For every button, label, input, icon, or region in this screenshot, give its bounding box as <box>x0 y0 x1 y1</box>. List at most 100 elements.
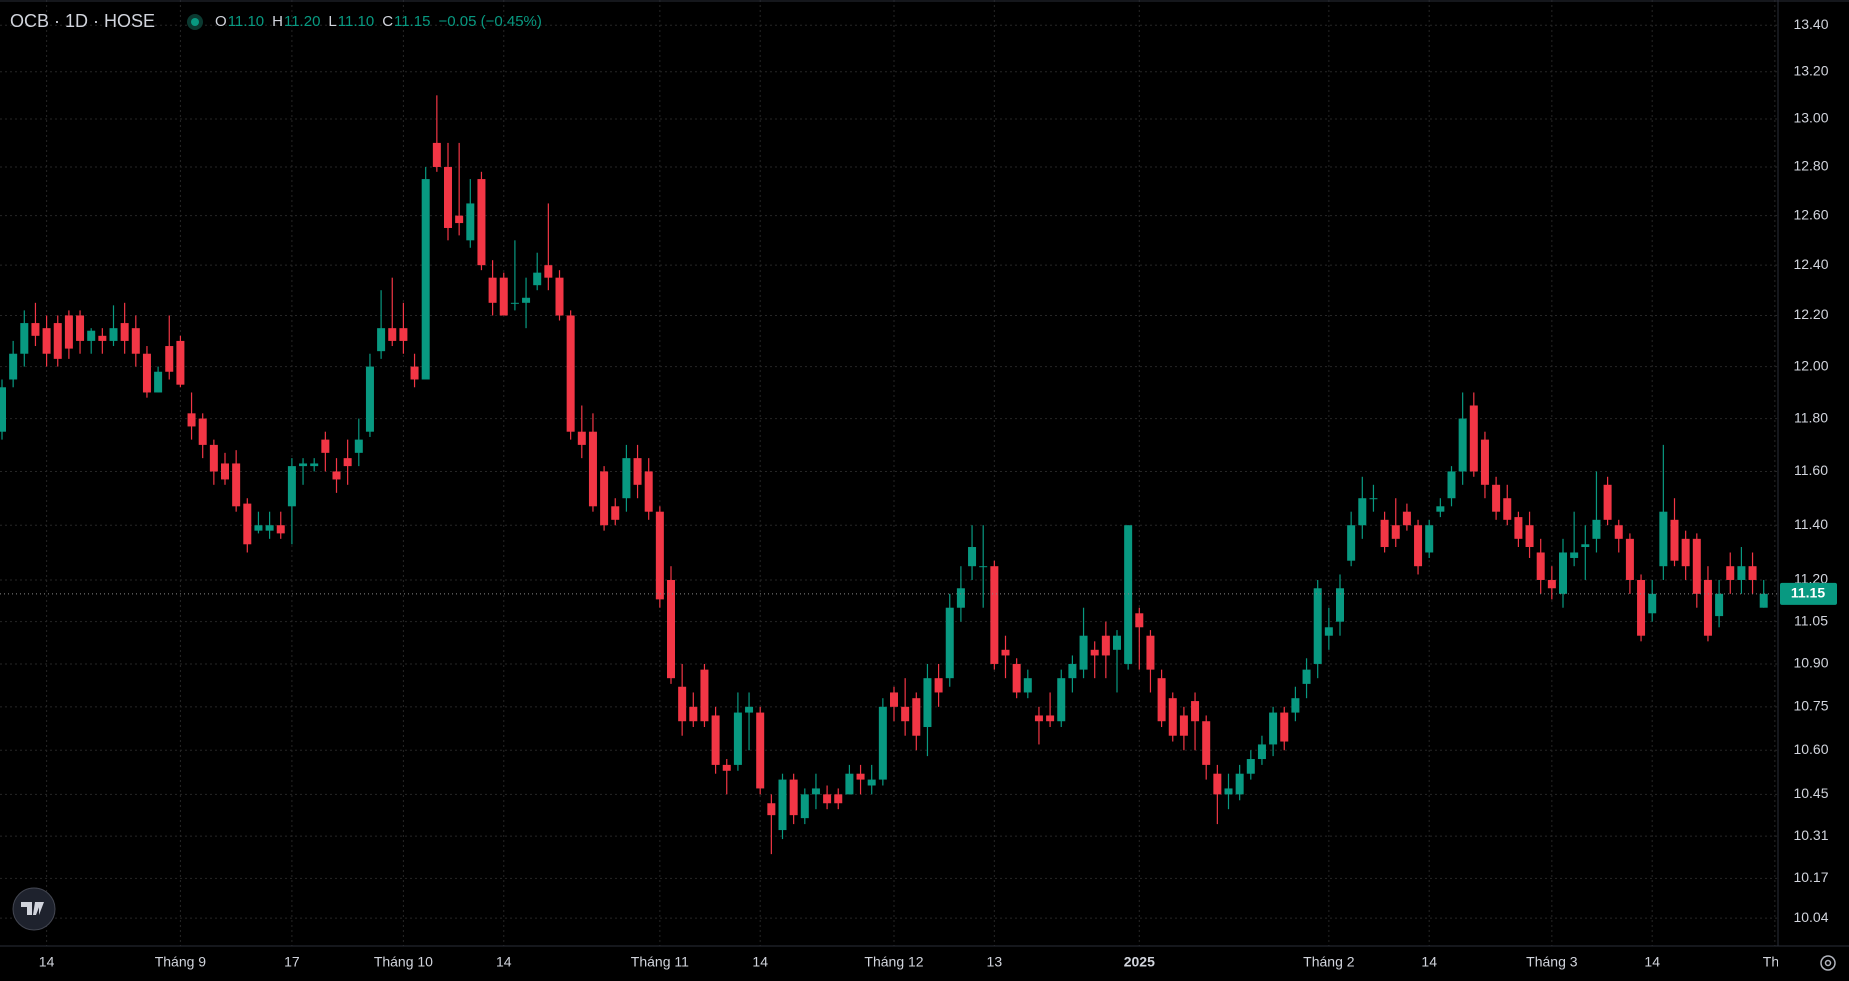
candle-body <box>432 142 441 167</box>
candle-body <box>555 277 564 316</box>
candle-body <box>1079 635 1088 670</box>
candle-body <box>533 272 542 286</box>
y-tick-label: 12.20 <box>1793 306 1828 322</box>
candle-body <box>901 706 910 722</box>
candle-body <box>923 678 932 728</box>
candle-body <box>1603 484 1612 520</box>
candle-body <box>165 346 174 372</box>
candle-body <box>1447 471 1456 499</box>
symbol-title[interactable]: OCB · 1D · HOSE <box>10 11 155 31</box>
candle-body <box>1135 613 1144 628</box>
y-tick-label: 11.05 <box>1794 612 1828 628</box>
candle-body <box>466 203 475 241</box>
candle-body <box>1034 715 1043 722</box>
candle-body <box>1670 519 1679 561</box>
candle-body <box>1458 418 1467 472</box>
candle-body <box>845 773 854 795</box>
candle-body <box>1046 715 1055 722</box>
x-tick-label: 14 <box>752 954 768 970</box>
candle-body <box>823 794 832 804</box>
candle-body <box>1625 538 1634 580</box>
candle-body <box>1759 593 1768 608</box>
y-tick-label: 10.04 <box>1793 909 1828 925</box>
candle-body <box>1246 759 1255 774</box>
candle-body <box>1124 525 1133 664</box>
candle-body <box>243 503 252 545</box>
y-tick-label: 11.80 <box>1794 409 1828 425</box>
candle-body <box>1090 649 1099 656</box>
candle-body <box>265 525 274 531</box>
candle-body <box>444 166 452 228</box>
candle-body <box>1425 525 1434 553</box>
candle-body <box>622 458 631 499</box>
candle-body <box>1681 538 1690 567</box>
candle-body <box>1113 635 1121 650</box>
status-dot <box>191 18 199 26</box>
candle-body <box>522 297 531 303</box>
candle-body <box>1748 566 1757 580</box>
legend-key: H <box>272 13 283 30</box>
candle-body <box>0 387 6 432</box>
candle-body <box>1224 788 1233 795</box>
candle-body <box>232 463 241 507</box>
legend-value: 11.10 <box>228 13 264 30</box>
y-tick-label: 10.17 <box>1793 869 1828 885</box>
candle-body <box>1358 498 1367 526</box>
candle-body <box>588 431 597 507</box>
candle-body <box>53 323 62 359</box>
settings-icon[interactable] <box>1820 955 1836 971</box>
x-tick-label: 13 <box>987 954 1003 970</box>
candle-body <box>64 315 73 349</box>
y-tick-label: 12.60 <box>1793 206 1828 222</box>
candle-body <box>1068 663 1077 679</box>
candle-body <box>1202 721 1211 765</box>
candle-body <box>1503 498 1512 520</box>
candle-body <box>1469 405 1478 472</box>
candle-body <box>644 471 653 512</box>
candle-body <box>187 413 196 427</box>
settings-button[interactable] <box>1820 955 1836 971</box>
candle-body <box>700 669 709 722</box>
candle-body <box>1737 566 1746 580</box>
legend-value: 11.15 <box>394 13 430 30</box>
candle-body <box>510 302 519 304</box>
candle-body <box>1023 678 1032 693</box>
candle-body <box>1559 552 1567 594</box>
candle-body <box>1436 506 1445 512</box>
candle-body <box>1648 593 1657 614</box>
candle-body <box>176 340 185 385</box>
candle-body <box>990 566 999 664</box>
candle-body <box>1414 525 1423 567</box>
candle-body <box>42 328 51 354</box>
y-tick-label: 10.90 <box>1793 655 1828 671</box>
candle-body <box>1570 552 1579 558</box>
candle-body <box>1380 519 1389 548</box>
candle-body <box>1336 588 1344 622</box>
candle-body <box>31 323 40 336</box>
candle-body <box>1101 635 1110 656</box>
candle-body <box>878 706 887 780</box>
candle-body <box>1324 627 1333 636</box>
candle-body <box>778 779 787 831</box>
candle-body <box>9 353 18 380</box>
candle-body <box>655 511 664 600</box>
candle-body <box>321 439 330 453</box>
candle-body <box>388 328 397 341</box>
candle-body <box>811 788 820 795</box>
legend-value: 11.20 <box>284 13 320 30</box>
tradingview-logo[interactable] <box>12 887 56 931</box>
candle-body <box>310 463 319 467</box>
candle-body <box>689 706 698 722</box>
candle-body <box>76 315 85 341</box>
candle-body <box>566 315 575 432</box>
x-tick-label: Tháng 2 <box>1303 954 1355 970</box>
candle-body <box>1637 579 1646 636</box>
candle-body <box>745 706 754 713</box>
x-tick-label: Tháng 11 <box>631 954 689 970</box>
candle-body <box>577 431 586 445</box>
candle-body <box>488 277 497 303</box>
candle-body <box>789 779 798 816</box>
candle-body <box>477 179 486 266</box>
candle-body <box>1347 525 1356 561</box>
